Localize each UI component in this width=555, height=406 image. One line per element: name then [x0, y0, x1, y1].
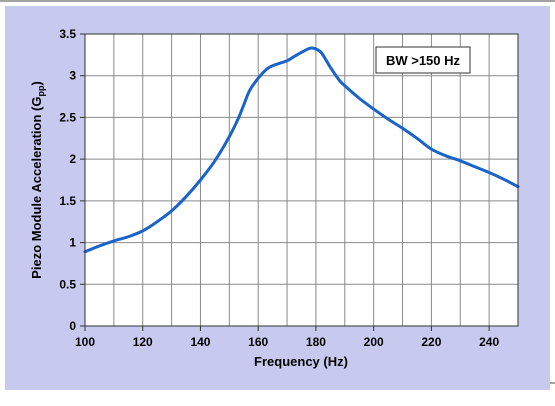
annotation-box [375, 46, 471, 74]
x-tick-label: 240 [479, 335, 499, 349]
y-axis-label-subscript: pp [36, 85, 46, 96]
y-tick-label: 1.5 [59, 194, 76, 208]
x-tick-label: 200 [364, 335, 384, 349]
plot-area [85, 34, 518, 326]
axes: 100 120 140 160 180 200 220 240 0 0.5 1 1.5 2 2.5 3 3.5 [59, 27, 499, 349]
y-tick-label: 3 [69, 69, 76, 83]
y-tick-label: 0.5 [59, 277, 76, 291]
grid [85, 34, 518, 326]
y-tick-label: 2 [69, 152, 76, 166]
series-layer [83, 46, 520, 254]
x-tick-label: 220 [421, 335, 441, 349]
y-axis-label: Piezo Module Acceleration (Gpp) [29, 81, 46, 279]
x-tick-label: 140 [190, 335, 210, 349]
y-tick-label: 1 [69, 236, 76, 250]
plot-border [84, 33, 519, 327]
series-line [83, 46, 520, 254]
y-tick-label: 2.5 [59, 110, 76, 124]
x-tick-label: 160 [248, 335, 268, 349]
y-axis-label-main: Piezo Module Acceleration (G [29, 97, 44, 279]
x-tick-label: 120 [133, 335, 153, 349]
y-tick-label: 0 [69, 319, 76, 333]
annotation-label: BW >150 Hz [386, 53, 461, 68]
y-tick-label: 3.5 [59, 27, 76, 41]
x-tick-label: 100 [75, 335, 95, 349]
x-axis-label: Frequency (Hz) [254, 354, 348, 369]
y-axis-label-end: ) [29, 81, 44, 85]
x-tick-label: 180 [306, 335, 326, 349]
